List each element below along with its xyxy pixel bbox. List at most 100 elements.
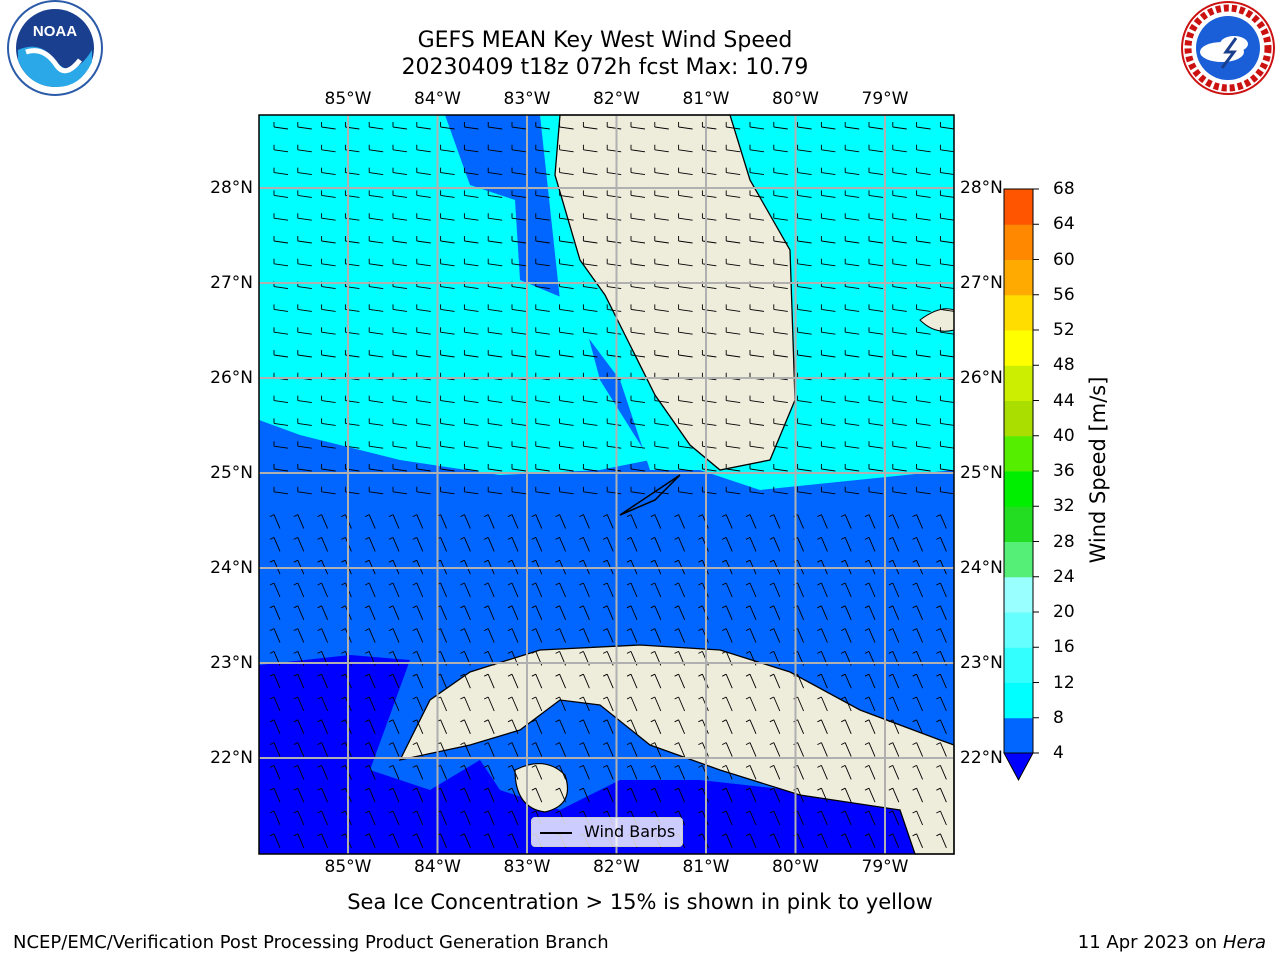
wind-barb: [507, 673, 519, 689]
wind-barb: [773, 258, 788, 267]
wind-barb: [868, 167, 884, 176]
wind-barb: [463, 464, 479, 472]
wind-barb: [535, 304, 550, 312]
wind-barb: [745, 810, 757, 826]
wind-barb: [460, 628, 471, 643]
wind-barb: [269, 742, 281, 757]
wind-barb: [412, 696, 424, 712]
wind-barb: [892, 304, 907, 312]
wind-barb: [892, 486, 907, 495]
wind-barb: [630, 327, 646, 335]
wind-barb: [654, 144, 669, 153]
wind-barb: [507, 582, 519, 598]
wind-barb: [844, 167, 860, 176]
colorbar-tick-label: 8: [1053, 707, 1064, 728]
wind-barb: [817, 605, 828, 620]
wind-barb: [412, 833, 424, 848]
wind-barb: [797, 418, 812, 426]
wind-barb: [606, 167, 622, 176]
wind-barb: [511, 441, 527, 449]
wind-barb: [630, 464, 646, 472]
wind-barb: [678, 213, 693, 221]
wind-barb: [487, 350, 503, 358]
wind-barb: [725, 213, 741, 221]
wind-barb: [487, 167, 503, 176]
wind-barb: [725, 304, 741, 312]
wind-barb: [511, 213, 527, 221]
wind-barb: [487, 395, 503, 404]
colorbar-segment: [1004, 435, 1033, 472]
lon-label-top: 85°W: [324, 89, 372, 109]
wind-barb: [269, 605, 281, 620]
wind-barb: [868, 441, 884, 449]
wind-barb: [555, 742, 567, 757]
wind-barb: [269, 582, 281, 598]
lon-label-top: 81°W: [682, 89, 730, 109]
wind-barb: [487, 304, 503, 312]
wind-barb: [368, 441, 384, 449]
wind-barb: [321, 213, 336, 221]
wind-barb: [868, 464, 884, 472]
wind-barb: [507, 605, 519, 620]
wind-barb: [701, 418, 717, 426]
wind-barb: [388, 605, 400, 620]
wind-barb: [483, 696, 495, 712]
wind-barb: [555, 787, 567, 803]
wind-barb: [392, 441, 408, 449]
wind-barb: [555, 628, 567, 643]
wind-barb: [273, 327, 289, 335]
wind-barb: [936, 582, 947, 598]
wind-barb: [721, 833, 733, 848]
wind-barb: [817, 764, 828, 780]
wind-barb: [817, 628, 828, 643]
wind-barb: [483, 719, 495, 734]
wind-barb: [868, 213, 884, 221]
wind-barb: [721, 514, 733, 529]
wind-barb: [317, 673, 329, 689]
wind-barb: [460, 536, 471, 552]
wind-barb: [392, 327, 408, 335]
wind-barb: [579, 696, 590, 712]
wind-barb: [654, 258, 669, 267]
wind-barb: [654, 236, 669, 244]
wind-barb: [273, 304, 289, 312]
colorbar-segment: [1004, 330, 1033, 366]
wind-barb: [364, 536, 376, 552]
wind-barb: [412, 514, 424, 529]
wind-barb: [483, 536, 495, 552]
wind-barb: [511, 418, 527, 426]
wind-barb: [630, 258, 646, 267]
wind-barb: [916, 441, 931, 449]
wind-barb: [844, 395, 860, 404]
wind-barb: [678, 236, 693, 244]
wind-barb: [317, 582, 329, 598]
wind-barb: [531, 719, 543, 734]
wind-barb: [606, 236, 622, 244]
wind-barb: [555, 582, 567, 598]
wind-barb: [297, 213, 312, 221]
wind-barb: [773, 236, 788, 244]
wind-barb: [582, 464, 598, 472]
wind-barb: [483, 673, 495, 689]
wind-barb: [273, 395, 289, 404]
wind-barb: [749, 441, 765, 449]
wind-barb: [745, 582, 757, 598]
wind-barb: [392, 190, 408, 198]
wind-barb: [582, 395, 598, 404]
wind-barb: [868, 236, 884, 244]
wind-barb: [626, 628, 638, 643]
wind-barb: [650, 673, 662, 689]
wind-barb: [606, 327, 622, 335]
wind-barb: [939, 464, 955, 472]
colorbar-segment: [1004, 576, 1033, 613]
wind-barb: [531, 628, 543, 643]
noaa-logo-text: NOAA: [33, 23, 77, 40]
wind-barb: [559, 395, 574, 404]
wind-barb: [555, 696, 567, 712]
florida-land: [554, 114, 796, 471]
wind-barb: [412, 742, 424, 757]
wind-barb: [368, 304, 384, 312]
wind-barb: [817, 673, 828, 689]
wind-barb: [868, 418, 884, 426]
wind-barb: [412, 719, 424, 734]
